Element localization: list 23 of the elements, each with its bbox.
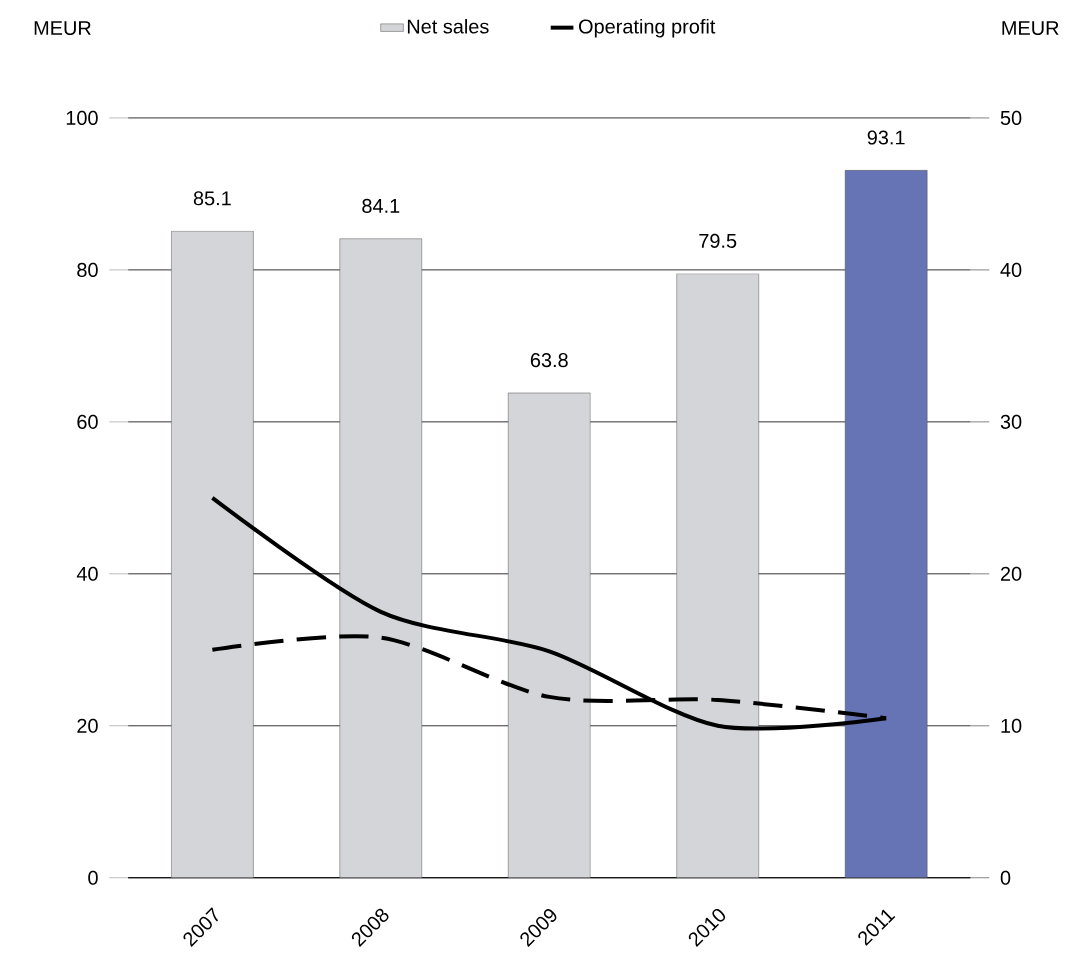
data-label: 84.1: [362, 199, 400, 214]
y2-tick-label: 30: [1000, 415, 1022, 430]
y-tick-label: 40: [76, 566, 98, 582]
y2-tick-label: 10: [1001, 718, 1022, 734]
data-label: 79.5: [699, 233, 737, 249]
data-label: 93.1: [867, 130, 905, 145]
y2-tick-label: 0: [1000, 870, 1011, 885]
legend-label: Operating profit: [579, 19, 716, 38]
y2-tick-label: 40: [1000, 263, 1022, 278]
y-tick-label: 20: [77, 718, 98, 734]
legend-label: Net sales: [407, 19, 489, 34]
y-tick-label: 60: [77, 415, 98, 430]
data-label: 63.8: [530, 353, 568, 368]
bar: [171, 231, 254, 878]
data-label: 85.1: [193, 191, 231, 206]
y-tick-label: 0: [88, 870, 98, 885]
y2-tick-label: 20: [1000, 566, 1022, 582]
y2-tick-label: 50: [1000, 111, 1022, 126]
y2-axis-title: MEUR: [1002, 21, 1059, 36]
y-tick-label: 100: [66, 111, 98, 126]
bar: [844, 170, 928, 878]
y-axis-title: MEUR: [34, 21, 91, 36]
y-tick-label: 80: [77, 263, 98, 278]
